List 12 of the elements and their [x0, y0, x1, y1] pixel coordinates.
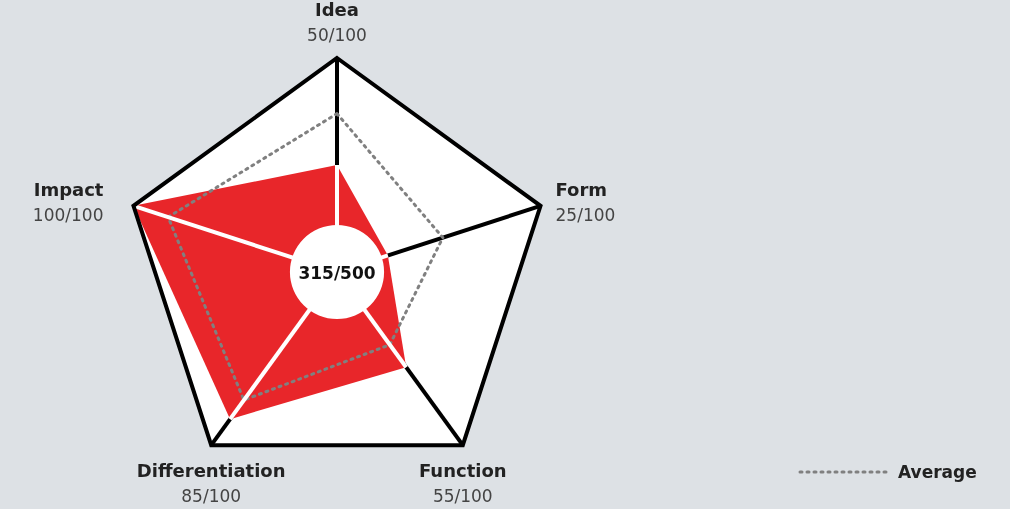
spoke-label: Form [555, 178, 608, 200]
text: Average [898, 462, 977, 482]
text: 100/100 [32, 204, 104, 225]
text: 50/100 [307, 25, 367, 45]
text: 85/100 [181, 486, 242, 507]
text: 315/500 [298, 263, 376, 283]
spoke-label: Idea [315, 0, 359, 20]
spoke-label: Impact [33, 178, 104, 200]
text: 25/100 [555, 204, 616, 225]
spoke-label: Function [418, 460, 507, 482]
text: 55/100 [432, 486, 493, 507]
spoke-label: Differentiation [136, 460, 286, 482]
